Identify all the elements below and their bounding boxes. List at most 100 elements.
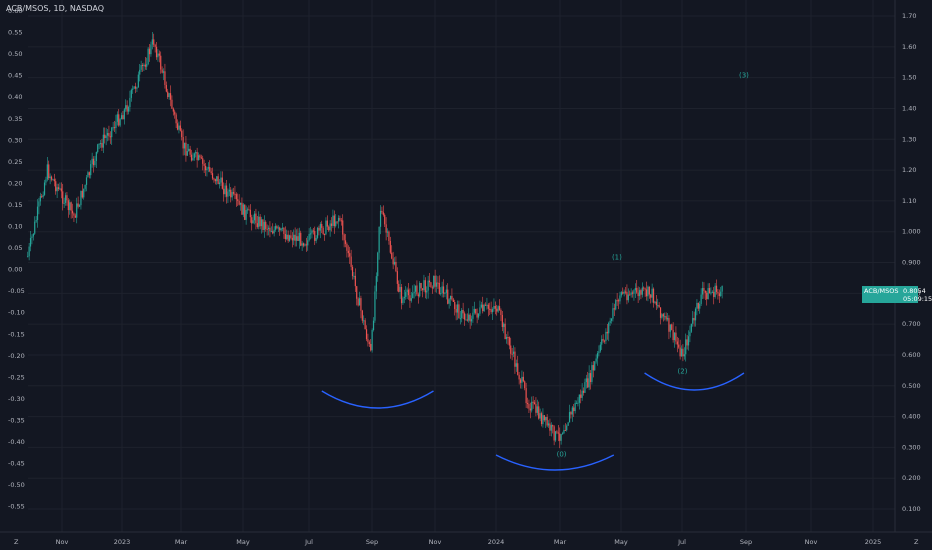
- candle-body: [168, 93, 170, 98]
- candle-body: [356, 286, 358, 299]
- candle-body: [650, 294, 652, 298]
- candle-body: [550, 425, 552, 431]
- candle-body: [633, 290, 635, 294]
- candle-body: [420, 282, 422, 289]
- wave-label[interactable]: (1): [612, 253, 622, 261]
- candle-body: [615, 300, 617, 310]
- wave-label[interactable]: (3): [739, 72, 749, 80]
- candle-body: [445, 289, 447, 293]
- candle-body: [78, 205, 81, 207]
- candle-body: [567, 422, 569, 426]
- candle-body: [671, 324, 673, 330]
- candle-body: [680, 348, 683, 357]
- candle-body: [73, 213, 75, 216]
- candle-body: [595, 358, 597, 362]
- candle-body: [265, 221, 267, 229]
- candle-body: [232, 192, 235, 194]
- candle-body: [679, 347, 681, 357]
- left-axis-tick: 0.30: [8, 136, 22, 144]
- candle-body: [452, 299, 454, 302]
- candle-body: [302, 243, 305, 246]
- time-axis-tick: Mar: [554, 538, 567, 546]
- candle-body: [29, 238, 32, 247]
- time-axis-tick: 2023: [114, 538, 131, 546]
- candle-body: [634, 287, 636, 291]
- candle-body: [601, 339, 603, 345]
- candle-body: [77, 203, 79, 207]
- arc-drawing[interactable]: [644, 372, 745, 391]
- candle-body: [80, 190, 82, 206]
- candle-body: [172, 108, 174, 112]
- candle-body: [183, 142, 186, 149]
- candle-body: [524, 381, 526, 389]
- left-price-axis[interactable]: 0.60 0.55 0.50 0.45 0.40 0.35 0.30 0.25 0.20 0.15…: [8, 7, 25, 511]
- candle-body: [217, 176, 219, 185]
- candle-body: [501, 314, 503, 327]
- candle-body: [692, 317, 694, 324]
- candle-body: [470, 318, 473, 322]
- candle-body: [389, 240, 391, 253]
- candle-body: [273, 229, 275, 234]
- candle-body: [718, 293, 720, 297]
- time-axis[interactable]: Nov 2023 Mar May Jul Sep Nov 2024 Mar May Jul Sep No…: [56, 538, 882, 546]
- candle-body: [272, 231, 274, 234]
- candle-body: [682, 348, 684, 357]
- candle-body: [406, 289, 408, 293]
- candle-body: [489, 308, 491, 310]
- time-axis-tick: Nov: [56, 538, 69, 546]
- arc-drawing[interactable]: [495, 454, 615, 471]
- candle-body: [111, 127, 113, 138]
- candle-body: [456, 304, 459, 313]
- wave-label[interactable]: (2): [678, 367, 688, 375]
- symbol-title[interactable]: ACB/MSOS, 1D, NASDAQ: [6, 4, 105, 13]
- candle-body: [713, 291, 715, 297]
- candle-body: [602, 339, 604, 341]
- candle-body: [630, 292, 632, 295]
- candle-body: [706, 292, 708, 300]
- candle-body: [301, 243, 303, 246]
- candle-body: [711, 291, 713, 293]
- arc-drawings[interactable]: [321, 372, 745, 471]
- candle-body: [365, 329, 368, 340]
- candle-body: [403, 296, 405, 299]
- candle-body: [185, 142, 187, 156]
- wave-labels[interactable]: (0) (1) (2) (3): [557, 72, 750, 459]
- candle-body: [260, 219, 263, 227]
- right-axis-tick: 0.200: [902, 474, 921, 482]
- candle-body: [508, 337, 510, 346]
- candle-body: [279, 227, 281, 231]
- candle-body: [720, 291, 722, 297]
- time-axis-tick: 2024: [488, 538, 505, 546]
- last-price-value: 0.8054: [903, 287, 926, 295]
- candle-body: [239, 202, 242, 205]
- left-axis-tick: 0.10: [8, 223, 22, 231]
- candle-body: [708, 288, 711, 294]
- candle-body: [207, 167, 209, 169]
- candle-body: [280, 228, 282, 231]
- candle-body: [700, 294, 702, 304]
- candle-body: [83, 188, 85, 198]
- candle-body: [479, 307, 481, 314]
- candle-body: [505, 337, 508, 340]
- candle-body: [216, 176, 218, 182]
- candle-body: [104, 134, 106, 139]
- arc-drawing[interactable]: [321, 390, 434, 409]
- candle-body: [157, 53, 159, 58]
- left-axis-tick: -0.45: [8, 460, 25, 468]
- candle-body: [463, 313, 466, 320]
- candle-body: [552, 425, 554, 427]
- candle-body: [203, 163, 205, 166]
- candle-body: [458, 304, 460, 319]
- candle-body: [581, 390, 583, 398]
- wave-label[interactable]: (0): [557, 451, 567, 459]
- candle-body: [402, 298, 404, 304]
- right-price-axis[interactable]: 1.70 1.60 1.50 1.40 1.30 1.20 1.10 1.000 0.900 0.…: [902, 12, 921, 513]
- candle-body: [405, 292, 407, 297]
- candle-body: [526, 403, 529, 405]
- candle-body: [701, 287, 704, 295]
- candle-body: [109, 136, 111, 138]
- candle-body: [169, 93, 172, 100]
- candle-body: [32, 233, 34, 237]
- candle-body: [449, 295, 452, 300]
